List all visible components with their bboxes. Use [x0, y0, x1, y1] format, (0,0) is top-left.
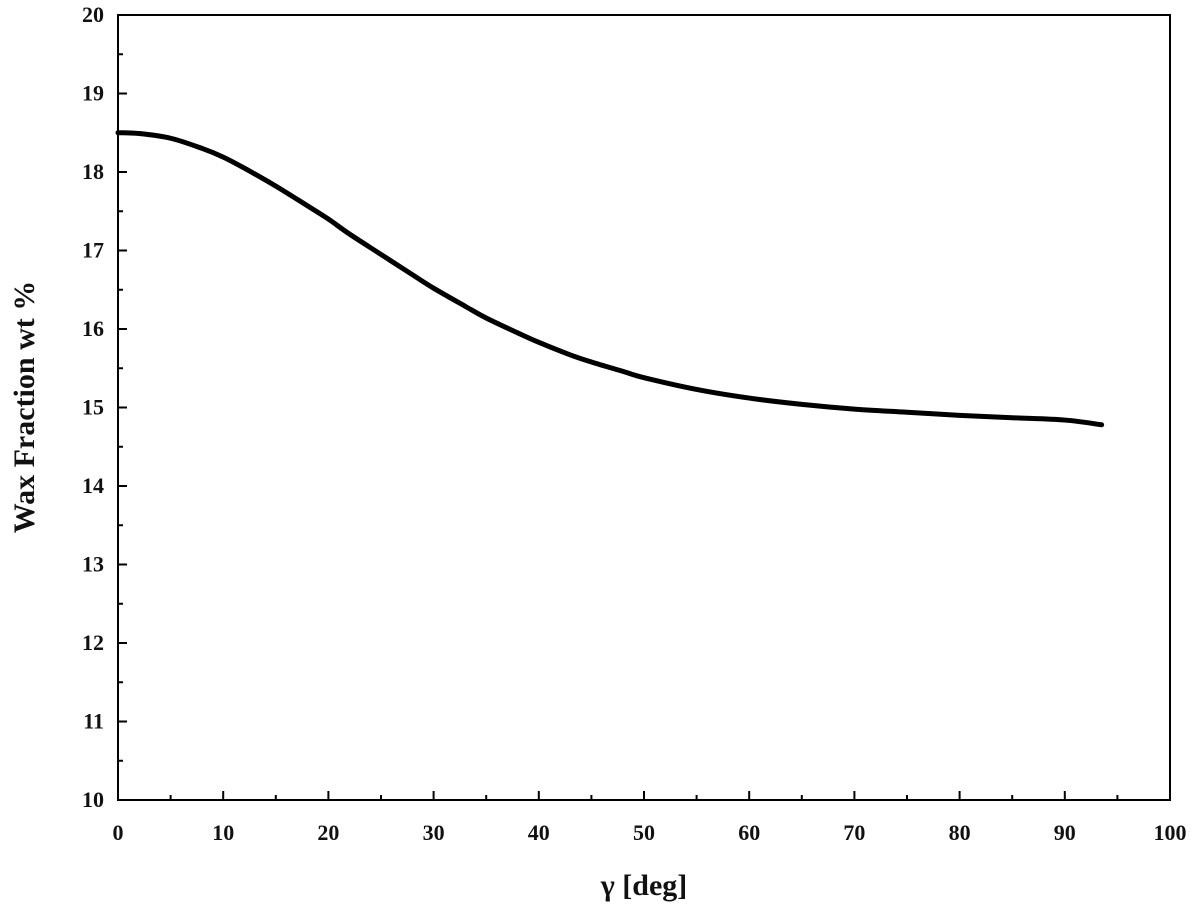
x-tick-label: 30	[423, 820, 445, 845]
y-tick-label: 17	[82, 238, 104, 263]
y-axis-title: Wax Fraction wt %	[8, 281, 41, 533]
y-tick-label: 11	[83, 709, 104, 734]
x-tick-label: 20	[317, 820, 339, 845]
x-tick-label: 90	[1054, 820, 1076, 845]
series-line	[115, 130, 1105, 428]
y-tick-label: 10	[82, 787, 104, 812]
y-tick-label: 16	[82, 316, 104, 341]
axis-ticks	[117, 14, 1171, 801]
x-tick-label: 80	[949, 820, 971, 845]
plot-frame	[117, 14, 1171, 801]
x-tick-label: 0	[113, 820, 124, 845]
y-tick-label: 13	[82, 552, 104, 577]
x-axis-title: γ [deg]	[600, 869, 688, 902]
x-tick-label: 50	[633, 820, 655, 845]
y-tick-label: 15	[82, 395, 104, 420]
x-tick-label: 10	[212, 820, 234, 845]
y-tick-label: 14	[82, 473, 104, 498]
y-tick-label: 20	[82, 2, 104, 27]
tick-labels: 0 10 20 30 40 50 60 70 80 90 100 10 11 12 13 14 15 16 17 18…	[82, 2, 1187, 845]
x-tick-label: 70	[843, 820, 865, 845]
y-tick-label: 12	[82, 630, 104, 655]
x-tick-label: 60	[738, 820, 760, 845]
y-tick-label: 18	[82, 159, 104, 184]
x-tick-label: 40	[528, 820, 550, 845]
x-tick-label: 100	[1154, 820, 1187, 845]
y-tick-label: 19	[82, 81, 104, 106]
